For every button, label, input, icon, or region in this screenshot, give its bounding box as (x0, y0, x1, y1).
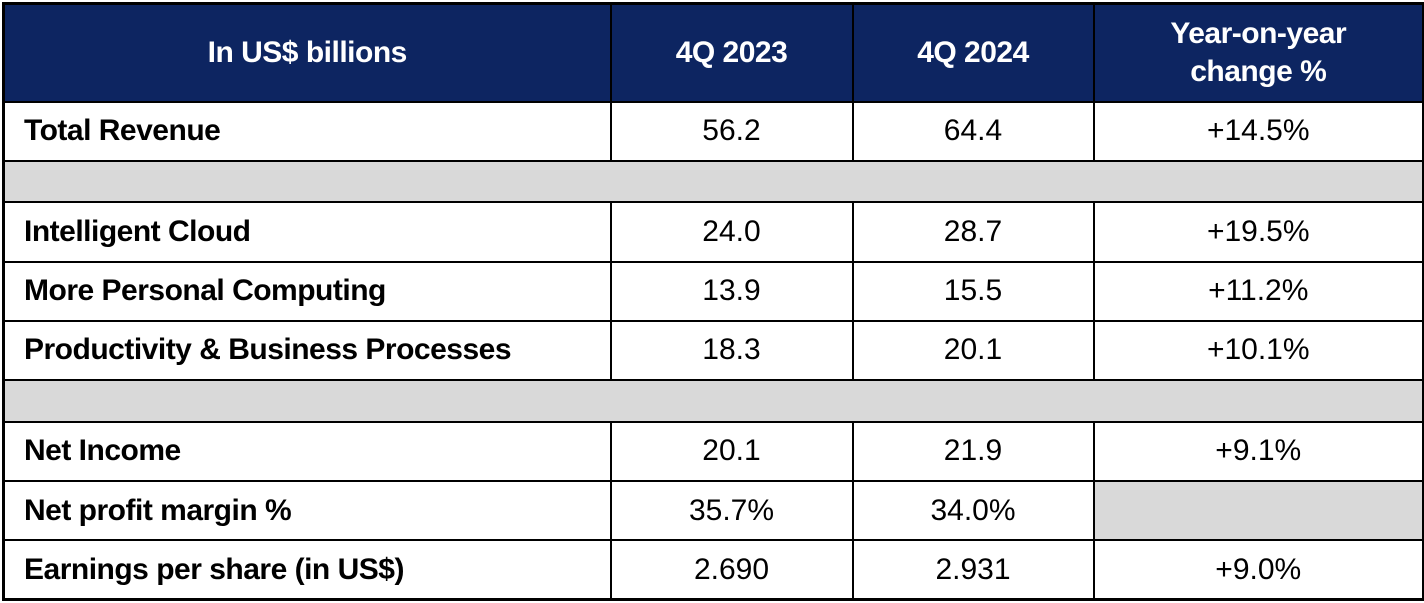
earnings-per-share-4q2024-value: 2.931 (851, 539, 1095, 601)
yoy-header-line1: Year-on-year (1170, 17, 1347, 51)
table-row-net-profit-margin: Net profit margin % 35.7% 34.0% (2, 479, 1424, 542)
total-revenue-yoy-value: +14.5% (1092, 100, 1424, 162)
row-label-net-income: Net Income (2, 420, 612, 482)
productivity-business-processes-yoy-value: +10.1% (1092, 319, 1424, 382)
net-income-4q2023-value: 20.1 (609, 420, 854, 482)
net-profit-margin-4q2023-value: 35.7% (609, 479, 854, 542)
intelligent-cloud-yoy-value: +19.5% (1092, 201, 1424, 263)
separator-row-1 (2, 159, 1424, 204)
earnings-per-share-yoy-value: +9.0% (1092, 539, 1424, 601)
column-header-metric: In US$ billions (2, 2, 612, 103)
earnings-per-share-4q2023-value: 2.690 (609, 539, 854, 601)
table-header-row: In US$ billions 4Q 2023 4Q 2024 Year-on-… (2, 2, 1424, 103)
column-header-4q2024: 4Q 2024 (851, 2, 1095, 103)
more-personal-computing-4q2023-value: 13.9 (609, 260, 854, 322)
separator-row-2 (2, 379, 1424, 423)
productivity-business-processes-4q2024-value: 20.1 (851, 319, 1095, 382)
total-revenue-4q2024-value: 64.4 (851, 100, 1095, 162)
net-profit-margin-4q2024-value: 34.0% (851, 479, 1095, 542)
table-row-more-personal-computing: More Personal Computing 13.9 15.5 +11.2% (2, 260, 1424, 322)
table-row-net-income: Net Income 20.1 21.9 +9.1% (2, 420, 1424, 482)
total-revenue-4q2023-value: 56.2 (609, 100, 854, 162)
intelligent-cloud-4q2023-value: 24.0 (609, 201, 854, 263)
table-row-intelligent-cloud: Intelligent Cloud 24.0 28.7 +19.5% (2, 201, 1424, 263)
intelligent-cloud-4q2024-value: 28.7 (851, 201, 1095, 263)
row-label-productivity-business-processes: Productivity & Business Processes (2, 319, 612, 382)
productivity-business-processes-4q2023-value: 18.3 (609, 319, 854, 382)
separator-band (2, 159, 1424, 204)
more-personal-computing-yoy-value: +11.2% (1092, 260, 1424, 322)
row-label-earnings-per-share: Earnings per share (in US$) (2, 539, 612, 601)
separator-band (2, 379, 1424, 423)
row-label-total-revenue: Total Revenue (2, 100, 612, 162)
net-profit-margin-yoy-empty-cell (1092, 479, 1424, 542)
row-label-more-personal-computing: More Personal Computing (2, 260, 612, 322)
row-label-intelligent-cloud: Intelligent Cloud (2, 201, 612, 263)
yoy-header-line2: change % (1190, 54, 1327, 88)
more-personal-computing-4q2024-value: 15.5 (851, 260, 1095, 322)
net-income-yoy-value: +9.1% (1092, 420, 1424, 482)
column-header-yoy-change: Year-on-year change % (1092, 2, 1424, 103)
table-row-earnings-per-share: Earnings per share (in US$) 2.690 2.931 … (2, 539, 1424, 601)
net-income-4q2024-value: 21.9 (851, 420, 1095, 482)
column-header-4q2023: 4Q 2023 (609, 2, 854, 103)
row-label-net-profit-margin: Net profit margin % (2, 479, 612, 542)
table-row-total-revenue: Total Revenue 56.2 64.4 +14.5% (2, 100, 1424, 162)
table-row-productivity-business-processes: Productivity & Business Processes 18.3 2… (2, 319, 1424, 382)
